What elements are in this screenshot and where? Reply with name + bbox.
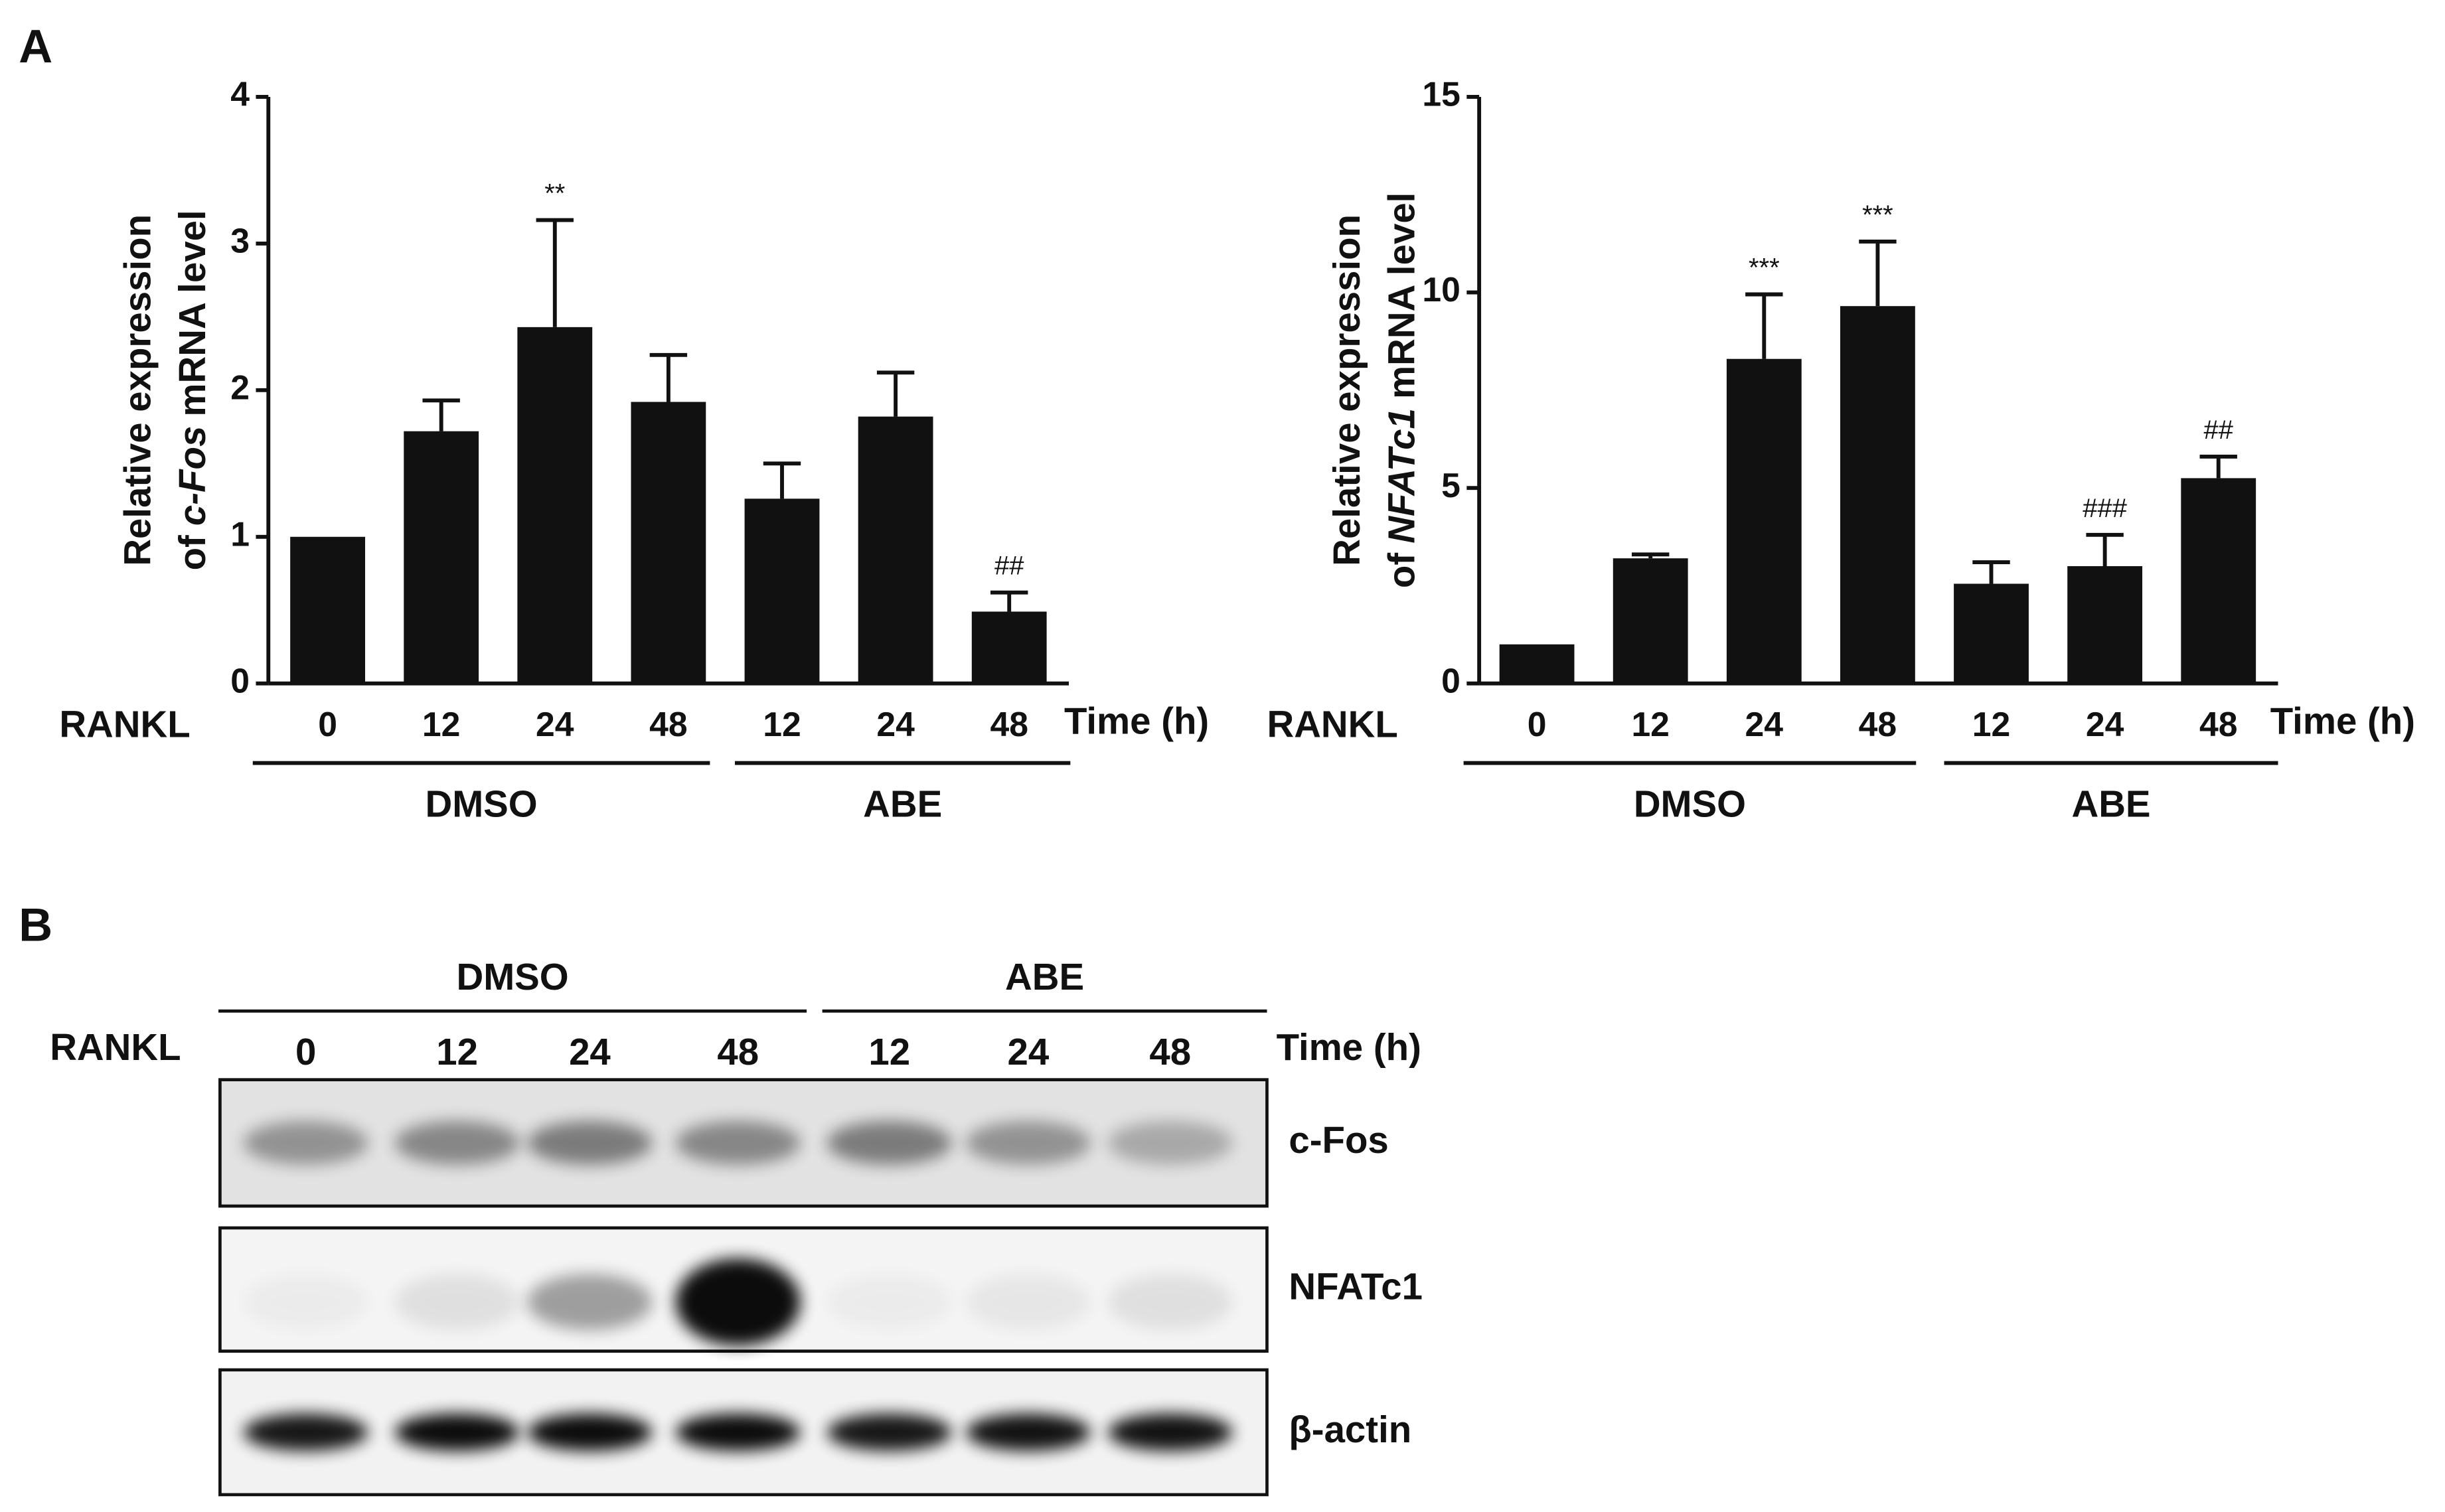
annotation: ##	[2204, 416, 2234, 445]
y-tick-label: 1	[230, 514, 250, 553]
lane-label: 24	[569, 1031, 611, 1073]
annotation: ##	[994, 552, 1024, 581]
x-tick-label: 48	[1859, 705, 1897, 743]
y-label: Relative expression	[116, 214, 158, 566]
blot-band	[965, 1274, 1091, 1330]
band-label: β-actin	[1289, 1408, 1411, 1450]
y-tick-label: 0	[1441, 661, 1460, 700]
blot-band	[827, 1274, 952, 1330]
blot-band	[675, 1258, 801, 1346]
blot-band	[527, 1274, 653, 1330]
x-tick-label: 48	[2199, 705, 2238, 743]
blot-band	[244, 1274, 368, 1330]
y-label: of NFATc1 mRNA level	[1380, 192, 1422, 588]
bar	[290, 536, 365, 684]
y-tick-label: 2	[230, 368, 250, 406]
x-tick-label: 0	[318, 705, 337, 743]
y-label-part: c-Fos	[171, 426, 213, 526]
bar	[517, 327, 593, 684]
blot-band	[675, 1120, 801, 1165]
lane-label: 12	[436, 1031, 478, 1073]
bar	[2181, 478, 2256, 684]
annotation: ***	[1749, 253, 1780, 282]
y-tick-label: 4	[230, 75, 250, 113]
bar	[858, 416, 933, 684]
bar	[631, 402, 706, 684]
x-tick-label: 0	[1528, 705, 1547, 743]
x-tick-label: 24	[536, 705, 574, 743]
panel-label: A	[19, 20, 52, 72]
blot-band	[243, 1120, 368, 1165]
bar	[1954, 583, 2029, 684]
x-tick-label: 48	[990, 705, 1028, 743]
blot-band	[827, 1120, 952, 1165]
blot-band	[965, 1413, 1091, 1452]
x-tick-label: 24	[2086, 705, 2124, 743]
group-label: DMSO	[425, 783, 537, 824]
annotation: ###	[2083, 494, 2127, 523]
lane-label: 12	[868, 1031, 910, 1073]
blot-band	[1107, 1120, 1233, 1165]
bar	[404, 431, 479, 684]
x-tick-label: 24	[876, 705, 915, 743]
blot-band	[527, 1120, 653, 1165]
time-label: Time (h)	[1277, 1026, 1421, 1068]
group-label: ABE	[1005, 956, 1084, 998]
x-tick-label: 12	[1972, 705, 2011, 743]
y-label-part: mRNA level	[171, 210, 213, 416]
y-tick-label: 0	[230, 661, 250, 700]
group-label: ABE	[863, 783, 942, 824]
blot-band	[527, 1413, 653, 1452]
y-tick-label: 15	[1422, 75, 1460, 113]
bar	[1840, 306, 1915, 684]
row-label: RANKL	[59, 703, 190, 745]
y-tick-label: 3	[230, 222, 250, 260]
blot-band	[675, 1413, 801, 1452]
bar	[1613, 558, 1688, 684]
blot-band	[1107, 1413, 1233, 1452]
y-tick-label: 5	[1441, 466, 1460, 504]
lane-label: 48	[1149, 1031, 1191, 1073]
y-label-part: mRNA level	[1380, 192, 1422, 399]
x-tick-label: 12	[763, 705, 801, 743]
lane-label: 48	[717, 1031, 759, 1073]
panel-label: B	[19, 898, 52, 950]
band-label: c-Fos	[1289, 1119, 1388, 1161]
y-label: Relative expression	[1326, 214, 1368, 566]
blot-band	[394, 1413, 520, 1452]
x-tick-label: 12	[1631, 705, 1670, 743]
annotation: ***	[1862, 200, 1893, 230]
band-label: NFATc1	[1289, 1266, 1423, 1308]
blot-band	[965, 1120, 1091, 1165]
x-tick-label: 12	[422, 705, 460, 743]
blot-band	[394, 1120, 520, 1165]
x-label: Time (h)	[2270, 700, 2415, 742]
x-label: Time (h)	[1064, 700, 1209, 742]
row-label: RANKL	[50, 1026, 181, 1068]
x-tick-label: 24	[1745, 705, 1784, 743]
blot-band	[1107, 1274, 1233, 1330]
bar	[1726, 358, 1802, 684]
bar	[1499, 644, 1575, 684]
y-label-part: NFATc1	[1380, 408, 1422, 544]
blot-band	[394, 1274, 520, 1330]
group-label: ABE	[2071, 783, 2150, 824]
group-label: DMSO	[1634, 783, 1746, 824]
x-tick-label: 48	[649, 705, 688, 743]
y-label-part: of	[1380, 553, 1422, 588]
annotation: **	[544, 179, 565, 208]
y-label: of c-Fos mRNA level	[171, 210, 213, 570]
bar	[2067, 566, 2143, 684]
lane-label: 24	[1008, 1031, 1050, 1073]
group-label: DMSO	[456, 956, 568, 998]
row-label: RANKL	[1267, 703, 1397, 745]
y-label-part: of	[171, 535, 213, 570]
lane-label: 0	[295, 1031, 316, 1073]
y-tick-label: 10	[1422, 270, 1460, 309]
bar	[744, 498, 820, 684]
bar	[971, 611, 1047, 684]
blot-band	[243, 1413, 368, 1452]
blot-band	[827, 1413, 952, 1452]
